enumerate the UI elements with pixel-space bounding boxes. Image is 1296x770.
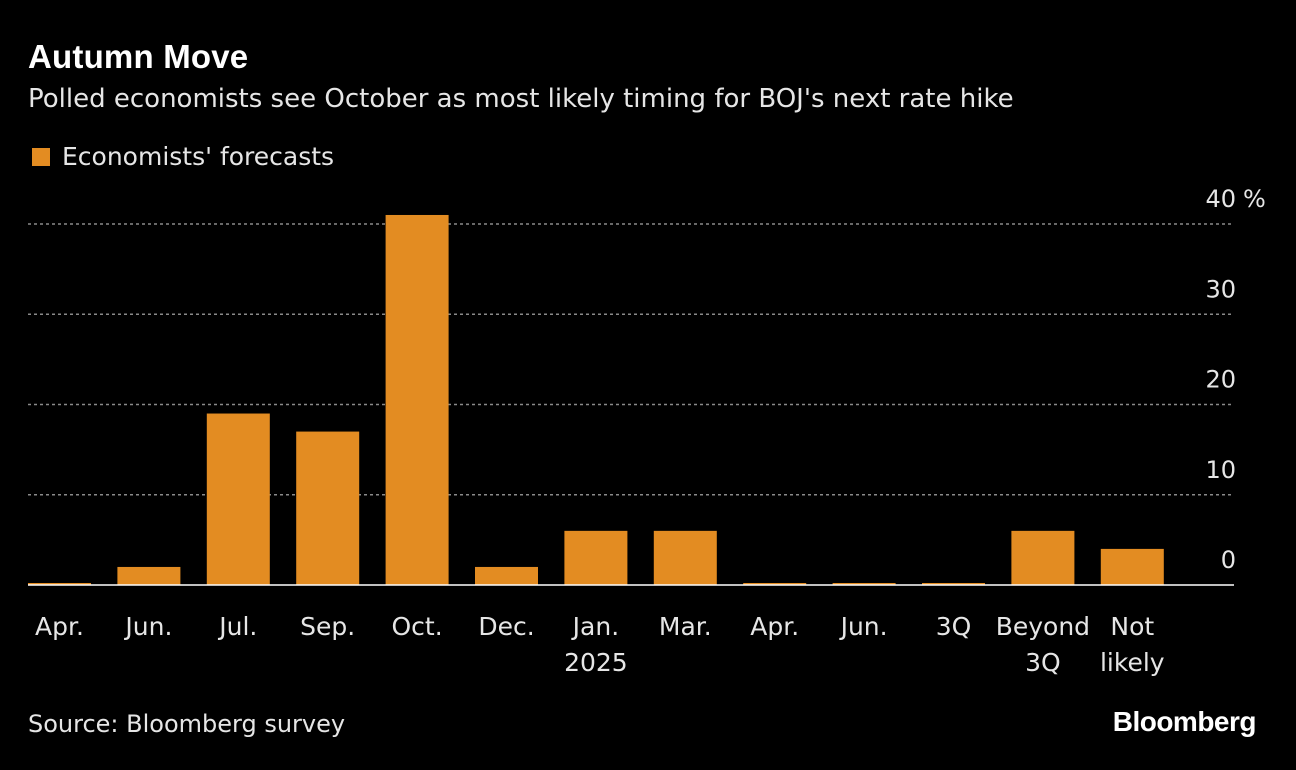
- x-tick-label-9: Jun.: [839, 612, 888, 641]
- x-tick-label-12-line2: likely: [1100, 648, 1165, 677]
- bar-5: [475, 566, 538, 585]
- y-unit-label: %: [1243, 185, 1266, 213]
- bar-12: [1100, 548, 1164, 585]
- x-tick-label-8: Apr.: [750, 612, 799, 641]
- bar-7: [653, 530, 717, 585]
- bloomberg-logo: Bloomberg: [1112, 706, 1257, 737]
- bar-2: [206, 413, 270, 585]
- x-tick-label-6-line2: 2025: [564, 648, 628, 677]
- bar-0: [28, 583, 91, 585]
- x-tick-label-10: 3Q: [936, 612, 972, 641]
- x-tick-label-4: Oct.: [392, 612, 443, 641]
- x-tick-label-0: Apr.: [35, 612, 84, 641]
- bar-8: [743, 583, 807, 585]
- legend-label: Economists' forecasts: [62, 142, 335, 171]
- y-tick-label-30: 30: [1205, 275, 1236, 303]
- x-tick-label-3: Sep.: [300, 612, 355, 641]
- source-note: Source: Bloomberg survey: [28, 710, 346, 738]
- bar-4: [385, 214, 449, 585]
- bar-9: [832, 583, 896, 585]
- y-tick-label-10: 10: [1205, 456, 1236, 484]
- legend-swatch: [32, 147, 50, 166]
- legend: Economists' forecasts: [32, 142, 334, 171]
- y-tick-label-0: 0: [1221, 546, 1236, 574]
- y-tick-label-20: 20: [1205, 366, 1236, 394]
- bar-1: [117, 566, 181, 585]
- x-tick-label-7: Mar.: [659, 612, 712, 641]
- bar-3: [296, 431, 360, 585]
- x-tick-label-6: Jan.: [571, 612, 619, 641]
- bar-11: [1011, 530, 1075, 585]
- bar-6: [564, 530, 628, 585]
- bar-10: [922, 583, 985, 585]
- x-tick-label-11: Beyond: [996, 612, 1090, 641]
- x-tick-label-2: Jul.: [217, 612, 257, 641]
- y-tick-label-40: 40: [1205, 185, 1236, 213]
- x-tick-label-11-line2: 3Q: [1025, 648, 1061, 677]
- chart-title: Autumn Move: [28, 38, 249, 75]
- x-tick-label-1: Jun.: [123, 612, 172, 641]
- chart-subtitle: Polled economists see October as most li…: [28, 84, 1014, 114]
- x-tick-label-5: Dec.: [478, 612, 534, 641]
- x-tick-label-12: Not: [1110, 612, 1154, 641]
